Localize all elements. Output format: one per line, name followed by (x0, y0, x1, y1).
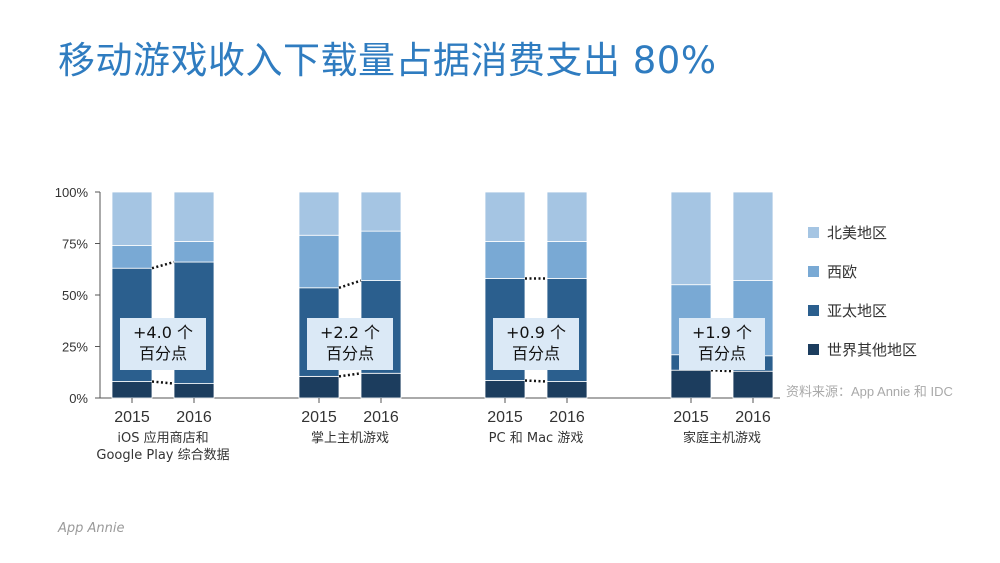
bar-segment-western-europe (360, 230, 402, 281)
connector-rest-of-world (710, 368, 734, 373)
x-tick-label: 2016 (363, 409, 399, 426)
group-label: Google Play 综合数据 (96, 448, 229, 463)
x-tick-label: 2015 (114, 409, 150, 426)
annotation-box (307, 318, 393, 370)
y-tick-label: 0% (69, 391, 88, 406)
x-tick-label: 2015 (487, 409, 523, 426)
annotation-text: 百分点 (326, 344, 374, 363)
page-title: 移动游戏收入下载量占据消费支出 80% (58, 39, 717, 82)
legend-swatch-asia-pacific (808, 304, 819, 316)
annotation-text: 百分点 (698, 344, 746, 363)
bar-segment-rest-of-world (732, 370, 774, 399)
bar-segment-western-europe (111, 245, 153, 269)
legend-label-north-america: 北美地区 (827, 223, 888, 242)
bar-segment-rest-of-world (546, 381, 588, 399)
bar-segment-western-europe (173, 241, 215, 263)
bar-segment-north-america (298, 191, 340, 236)
annotation-text: +4.0 个 (133, 323, 193, 342)
x-tick-label: 2016 (735, 409, 771, 426)
legend-item-western-europe: 西欧 (808, 261, 917, 281)
legend-swatch-rest-of-world (808, 343, 819, 355)
y-tick-label: 50% (62, 288, 88, 303)
legend-label-rest-of-world: 世界其他地区 (827, 340, 918, 359)
legend-swatch-north-america (808, 226, 819, 238)
x-tick-label: 2015 (301, 409, 337, 426)
bar-segment-rest-of-world (173, 383, 215, 399)
bar-segment-rest-of-world (360, 372, 402, 399)
bar-segment-rest-of-world (298, 375, 340, 399)
annotation-box (679, 318, 765, 370)
annotation-text: +2.2 个 (320, 323, 380, 342)
connector-rest-of-world (524, 379, 548, 383)
annotation-text: 百分点 (139, 344, 187, 363)
annotation-text: +0.9 个 (506, 323, 566, 342)
bar-segment-north-america (360, 191, 402, 232)
legend-item-rest-of-world: 世界其他地区 (808, 339, 917, 359)
bar-segment-north-america (732, 191, 774, 281)
bar-segment-rest-of-world (670, 369, 712, 399)
annotation-box (120, 318, 206, 370)
bar-segment-rest-of-world (111, 381, 153, 399)
bar-segment-north-america (484, 191, 526, 242)
legend-label-asia-pacific: 亚太地区 (827, 301, 888, 320)
connector-asia-pacific (151, 260, 175, 270)
group-label: 掌上主机游戏 (311, 431, 389, 446)
y-tick-label: 100% (55, 185, 89, 200)
y-tick-label: 75% (62, 237, 88, 252)
legend-swatch-western-europe (808, 265, 819, 277)
annotation-box (493, 318, 579, 370)
connector-rest-of-world (338, 372, 362, 378)
annotation-text: +1.9 个 (692, 323, 752, 342)
group-label: 家庭主机游戏 (683, 430, 761, 446)
x-tick-label: 2016 (176, 409, 212, 426)
legend-item-north-america: 北美地区 (808, 222, 917, 242)
app-annie-logo: App Annie (58, 521, 125, 536)
group-label: PC 和 Mac 游戏 (489, 431, 584, 446)
bar-segment-western-europe (484, 241, 526, 279)
bar-segment-north-america (173, 191, 215, 242)
bar-segment-western-europe (298, 234, 340, 289)
x-tick-label: 2016 (549, 409, 585, 426)
bar-segment-western-europe (546, 241, 588, 279)
legend-label-western-europe: 西欧 (827, 262, 858, 281)
bar-segment-north-america (546, 191, 588, 242)
connector-asia-pacific (338, 279, 362, 289)
x-tick-label: 2015 (673, 409, 709, 426)
bar-segment-north-america (111, 191, 153, 246)
annotation-text: 百分点 (512, 344, 560, 363)
bar-segment-rest-of-world (484, 380, 526, 399)
legend-item-asia-pacific: 亚太地区 (808, 300, 917, 320)
source-note: 资料来源：App Annie 和 IDC (786, 384, 953, 399)
group-label: iOS 应用商店和 (117, 430, 208, 446)
connector-rest-of-world (151, 380, 175, 385)
bar-segment-north-america (670, 191, 712, 286)
y-tick-label: 25% (62, 340, 88, 355)
chart-legend: 北美地区 西欧 亚太地区 世界其他地区 (808, 222, 917, 378)
